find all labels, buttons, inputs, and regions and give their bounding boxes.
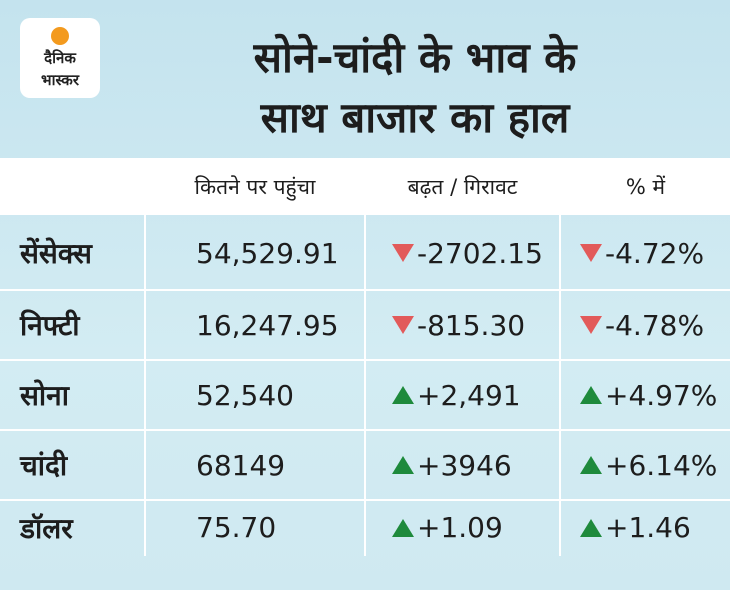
row-divider xyxy=(0,499,730,501)
cell-text: सेंसेक्स xyxy=(20,237,92,270)
logo-text: भास्कर xyxy=(41,71,79,89)
cell-text: -815.30 xyxy=(417,308,526,342)
title: सोने-चांदी के भाव के xyxy=(253,33,577,82)
cell: +3946 xyxy=(392,430,512,500)
cell-text: चांदी xyxy=(20,449,68,482)
logo-sun xyxy=(51,27,69,45)
cell: -2702.15 xyxy=(392,218,543,288)
cell: -815.30 xyxy=(392,290,525,360)
cell-text: +4.97% xyxy=(605,378,718,412)
cell: -4.78% xyxy=(580,290,704,360)
cell-text: +2,491 xyxy=(417,378,521,412)
cell-text: +3946 xyxy=(417,448,512,482)
cell-text: 54,529.91 xyxy=(196,236,339,270)
cell: 54,529.91 xyxy=(196,218,339,288)
row-divider xyxy=(0,289,730,291)
cell-text: -4.72% xyxy=(605,236,705,270)
row-divider xyxy=(0,359,730,361)
cell: +1.09 xyxy=(392,500,503,555)
row-label: चांदी xyxy=(20,430,67,500)
column-header: बढ़त / गिरावट xyxy=(407,174,518,199)
row-divider xyxy=(0,429,730,431)
down-arrow xyxy=(392,316,414,334)
cell-text: -2702.15 xyxy=(417,236,543,270)
row-label: निफ्टी xyxy=(20,290,80,360)
cell: 68149 xyxy=(196,430,285,500)
cell-text: सोना xyxy=(20,379,69,412)
cell-text: 16,247.95 xyxy=(196,308,339,342)
down-arrow xyxy=(580,316,602,334)
cell: -4.72% xyxy=(580,218,704,288)
row-label: सेंसेक्स xyxy=(20,218,92,288)
column-divider xyxy=(559,158,561,556)
up-arrow xyxy=(580,386,602,404)
cell-text: +1.09 xyxy=(417,511,503,544)
logo: दैनिक भास्कर xyxy=(20,18,100,98)
cell: +6.14% xyxy=(580,430,717,500)
cell: 75.70 xyxy=(196,500,276,555)
up-arrow xyxy=(580,456,602,474)
cell-text: 68149 xyxy=(196,448,286,482)
cell: 52,540 xyxy=(196,360,294,430)
up-arrow xyxy=(392,518,414,537)
cell-text: निफ्टी xyxy=(20,309,80,342)
cell: +2,491 xyxy=(392,360,521,430)
down-arrow xyxy=(580,244,602,262)
down-arrow xyxy=(392,244,414,262)
up-arrow xyxy=(580,518,602,537)
cell: +1.46 xyxy=(580,500,691,555)
title: साथ बाजार का हाल xyxy=(260,93,570,142)
cell-text: +6.14% xyxy=(605,448,718,482)
cell-text: +1.46 xyxy=(605,511,691,544)
cell-text: 75.70 xyxy=(196,511,277,544)
column-header: % में xyxy=(625,174,666,199)
cell-text: -4.78% xyxy=(605,308,705,342)
cell: +4.97% xyxy=(580,360,717,430)
up-arrow xyxy=(392,386,414,404)
row-label: सोना xyxy=(20,360,69,430)
cell: 16,247.95 xyxy=(196,290,339,360)
column-header: कितने पर पहुंचा xyxy=(194,174,316,199)
column-divider xyxy=(364,158,366,556)
cell-text: 52,540 xyxy=(196,378,294,412)
cell-text: डॉलर xyxy=(20,511,73,545)
up-arrow xyxy=(392,456,414,474)
row-label: डॉलर xyxy=(20,500,73,555)
column-divider xyxy=(144,158,146,556)
logo-text: दैनिक xyxy=(44,49,76,67)
